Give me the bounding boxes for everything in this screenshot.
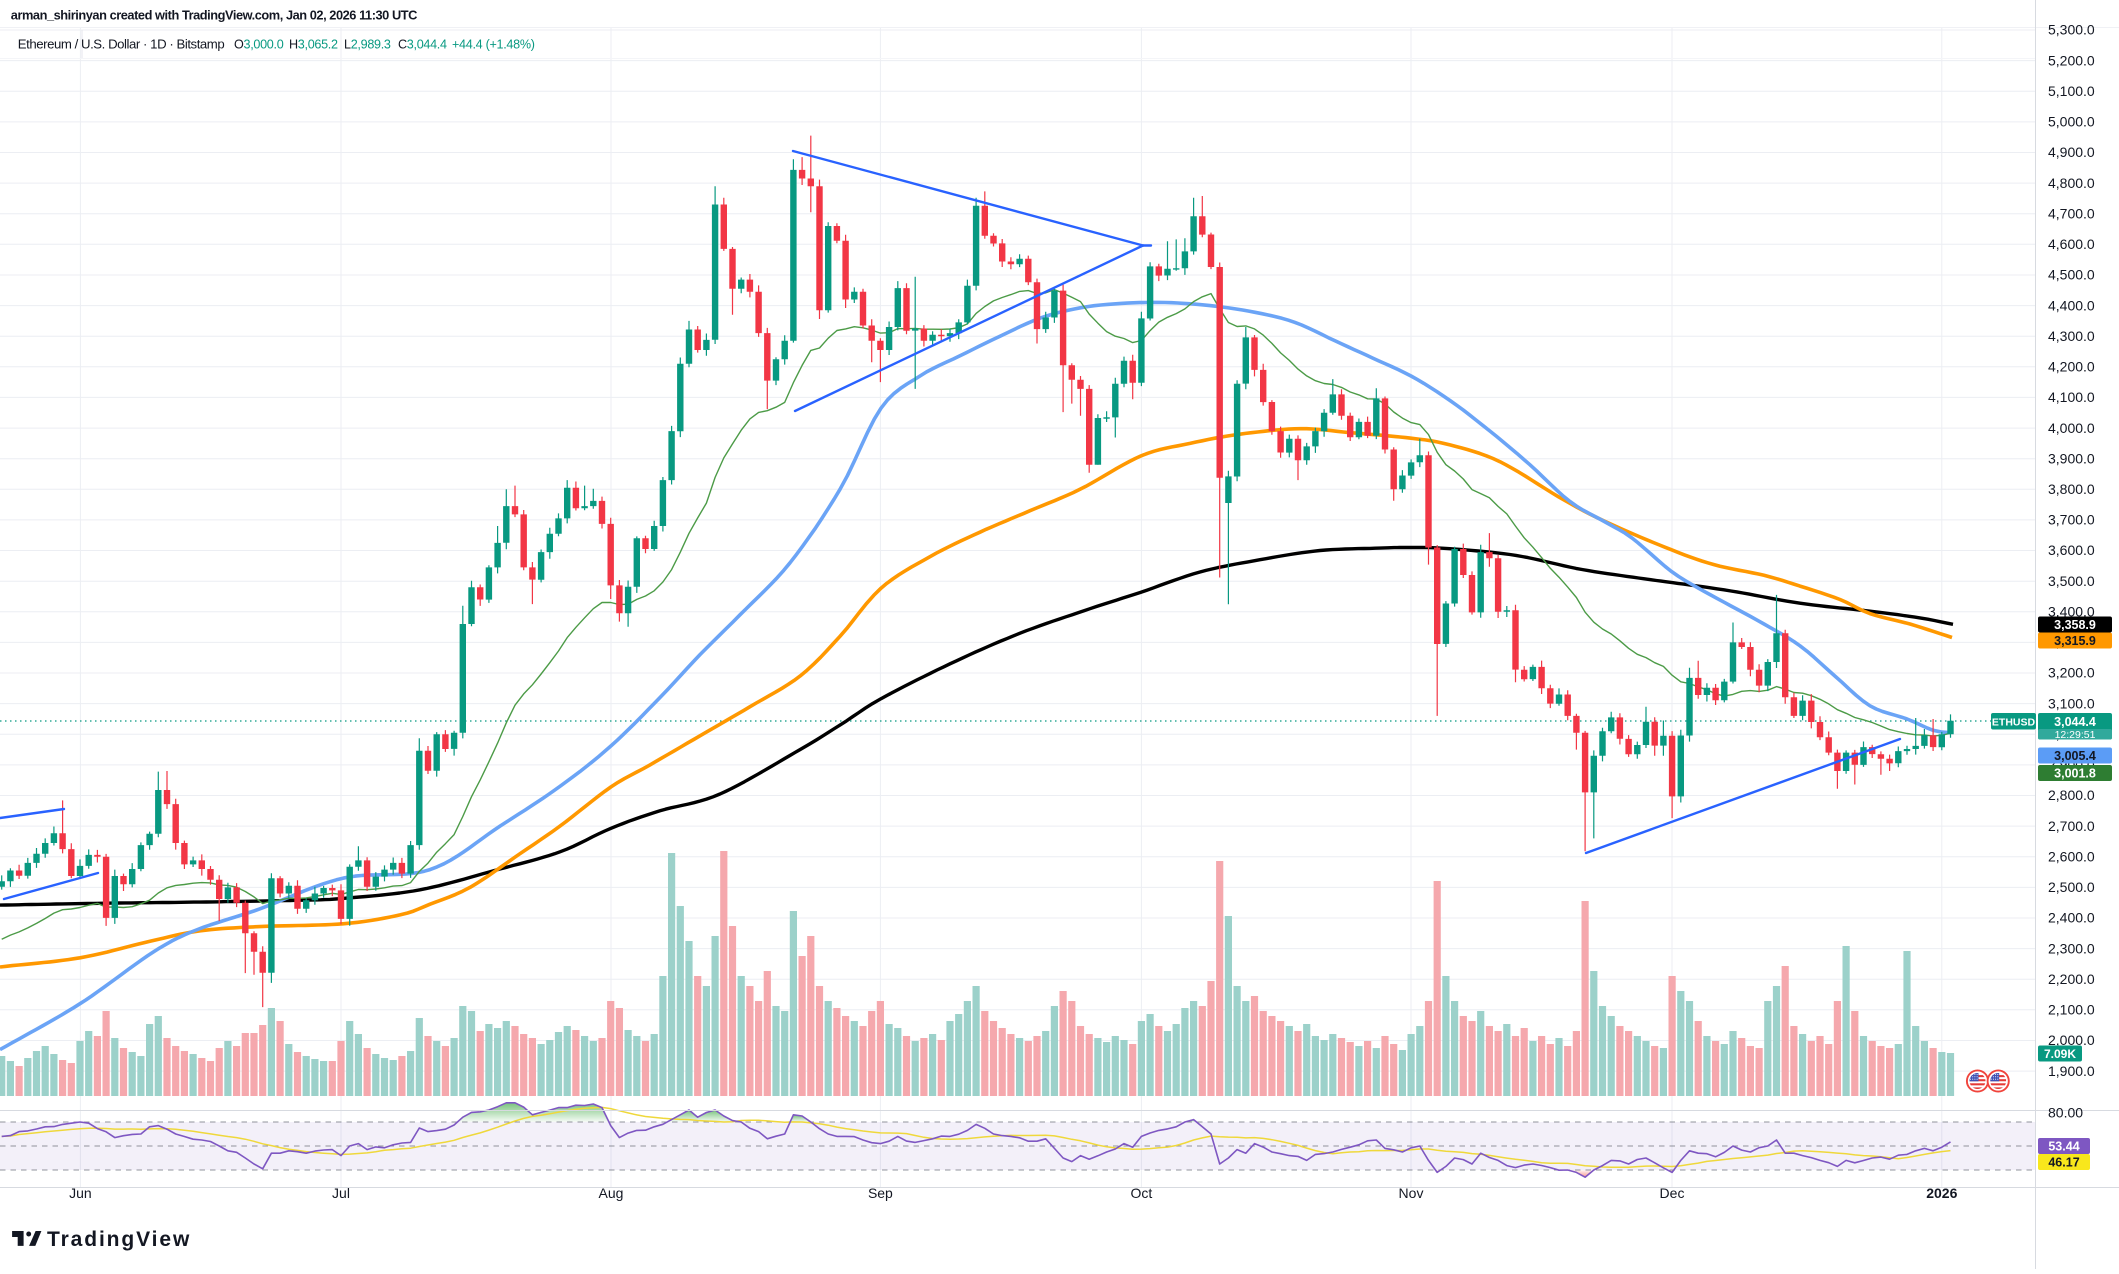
svg-text:2,300.0: 2,300.0: [2048, 940, 2095, 956]
svg-text:Ethereum / U.S. Dollar · 1D ·: Ethereum / U.S. Dollar · 1D · Bitstamp: [18, 36, 225, 51]
svg-text:Dec: Dec: [1660, 1185, 1685, 1201]
svg-text:Nov: Nov: [1399, 1185, 1424, 1201]
svg-text:Jun: Jun: [69, 1185, 92, 1201]
svg-text:2,600.0: 2,600.0: [2048, 848, 2095, 864]
svg-text:3,900.0: 3,900.0: [2048, 450, 2095, 466]
svg-text:46.17: 46.17: [2048, 1155, 2079, 1169]
svg-text:TradingView: TradingView: [47, 1228, 191, 1251]
svg-text:4,200.0: 4,200.0: [2048, 359, 2095, 375]
svg-text:12:29:51: 12:29:51: [2055, 729, 2096, 741]
svg-text:3,700.0: 3,700.0: [2048, 512, 2095, 528]
svg-text:4,000.0: 4,000.0: [2048, 420, 2095, 436]
svg-text:O3,000.0: O3,000.0: [234, 37, 284, 51]
svg-text:+44.4 (+1.48%): +44.4 (+1.48%): [452, 37, 535, 51]
svg-text:2,500.0: 2,500.0: [2048, 879, 2095, 895]
svg-text:arman_shirinyan created with T: arman_shirinyan created with TradingView…: [11, 7, 417, 22]
svg-text:3,200.0: 3,200.0: [2048, 665, 2095, 681]
svg-text:2,700.0: 2,700.0: [2048, 818, 2095, 834]
svg-text:5,200.0: 5,200.0: [2048, 52, 2095, 68]
svg-text:2,000.0: 2,000.0: [2048, 1032, 2095, 1048]
svg-text:3,800.0: 3,800.0: [2048, 481, 2095, 497]
svg-text:C3,044.4: C3,044.4: [398, 37, 447, 51]
svg-text:4,400.0: 4,400.0: [2048, 297, 2095, 313]
svg-text:3,100.0: 3,100.0: [2048, 695, 2095, 711]
svg-text:2,100.0: 2,100.0: [2048, 1002, 2095, 1018]
svg-text:3,044.4: 3,044.4: [2054, 715, 2096, 729]
svg-text:4,600.0: 4,600.0: [2048, 236, 2095, 252]
svg-text:2,400.0: 2,400.0: [2048, 910, 2095, 926]
svg-text:3,600.0: 3,600.0: [2048, 542, 2095, 558]
svg-text:2,800.0: 2,800.0: [2048, 787, 2095, 803]
svg-text:2,200.0: 2,200.0: [2048, 971, 2095, 987]
svg-text:3,315.9: 3,315.9: [2054, 634, 2096, 648]
svg-text:2026: 2026: [1926, 1185, 1957, 1201]
svg-text:Oct: Oct: [1131, 1185, 1153, 1201]
svg-text:4,300.0: 4,300.0: [2048, 328, 2095, 344]
svg-text:4,800.0: 4,800.0: [2048, 175, 2095, 191]
svg-text:3,358.9: 3,358.9: [2054, 618, 2096, 632]
svg-text:L2,989.3: L2,989.3: [344, 37, 391, 51]
svg-text:H3,065.2: H3,065.2: [289, 37, 338, 51]
svg-text:5,300.0: 5,300.0: [2048, 22, 2095, 38]
svg-text:53.44: 53.44: [2048, 1139, 2079, 1153]
svg-text:4,500.0: 4,500.0: [2048, 267, 2095, 283]
svg-text:Aug: Aug: [599, 1185, 624, 1201]
svg-text:5,100.0: 5,100.0: [2048, 83, 2095, 99]
svg-text:80.00: 80.00: [2048, 1105, 2083, 1121]
svg-text:4,700.0: 4,700.0: [2048, 205, 2095, 221]
svg-text:1,900.0: 1,900.0: [2048, 1063, 2095, 1079]
svg-text:3,400.0: 3,400.0: [2048, 604, 2095, 620]
svg-text:4,900.0: 4,900.0: [2048, 144, 2095, 160]
svg-text:5,000.0: 5,000.0: [2048, 114, 2095, 130]
svg-text:ETHUSD: ETHUSD: [1992, 717, 2036, 729]
svg-text:7.09K: 7.09K: [2044, 1047, 2076, 1061]
svg-text:Jul: Jul: [332, 1185, 350, 1201]
svg-text:3,500.0: 3,500.0: [2048, 573, 2095, 589]
svg-text:Sep: Sep: [868, 1185, 893, 1201]
svg-text:3,001.8: 3,001.8: [2054, 766, 2096, 780]
svg-text:3,005.4: 3,005.4: [2054, 749, 2096, 763]
svg-text:4,100.0: 4,100.0: [2048, 389, 2095, 405]
